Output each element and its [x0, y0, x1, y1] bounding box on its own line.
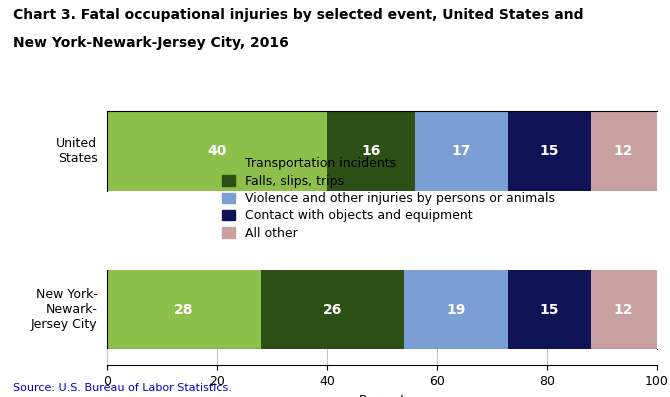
Text: New York-Newark-Jersey City, 2016: New York-Newark-Jersey City, 2016	[13, 36, 289, 50]
Text: 12: 12	[614, 303, 633, 317]
Bar	[509, 111, 591, 191]
Text: 15: 15	[540, 144, 559, 158]
Bar	[591, 270, 657, 349]
Text: 17: 17	[452, 144, 471, 158]
Bar	[509, 270, 591, 349]
Bar	[404, 270, 509, 349]
Bar	[107, 111, 327, 191]
Text: Source: U.S. Bureau of Labor Statistics.: Source: U.S. Bureau of Labor Statistics.	[13, 383, 232, 393]
Bar	[327, 111, 415, 191]
Legend: Transportation incidents, Falls, slips, trips, Violence and other injuries by pe: Transportation incidents, Falls, slips, …	[218, 154, 559, 243]
Text: 40: 40	[208, 144, 226, 158]
Bar	[107, 270, 261, 349]
Bar	[591, 111, 657, 191]
Bar	[261, 270, 404, 349]
Text: 28: 28	[174, 303, 194, 317]
Text: Chart 3. Fatal occupational injuries by selected event, United States and: Chart 3. Fatal occupational injuries by …	[13, 8, 584, 22]
Text: 26: 26	[323, 303, 342, 317]
Text: 16: 16	[361, 144, 381, 158]
Text: 15: 15	[540, 303, 559, 317]
X-axis label: Percent: Percent	[358, 393, 405, 397]
Text: 19: 19	[446, 303, 466, 317]
Text: 12: 12	[614, 144, 633, 158]
Bar	[415, 111, 509, 191]
